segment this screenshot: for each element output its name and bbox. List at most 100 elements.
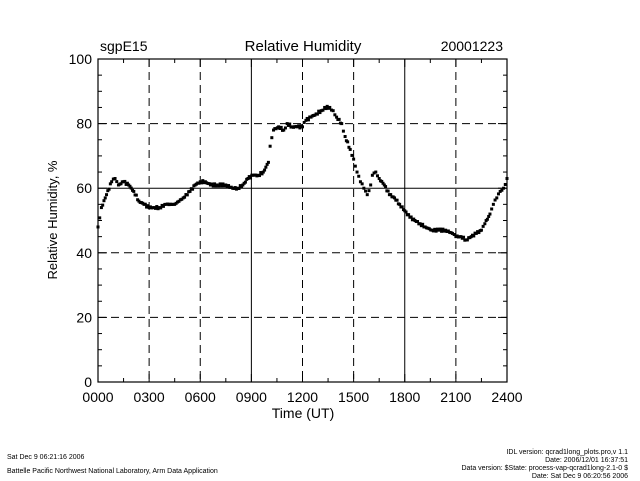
y-tick-label: 20 (76, 309, 92, 325)
data-layer (96, 104, 509, 242)
x-tick-label: 2100 (440, 389, 471, 405)
data-point (382, 183, 386, 187)
data-point (246, 177, 250, 181)
data-point (452, 233, 456, 237)
data-point (125, 181, 129, 185)
data-point (477, 231, 481, 235)
data-point (210, 182, 214, 186)
data-point (370, 173, 374, 177)
data-point (498, 189, 502, 193)
y-tick-label: 40 (76, 245, 92, 261)
data-point (304, 118, 308, 122)
data-point (155, 205, 159, 209)
data-point (265, 162, 269, 166)
data-point (362, 186, 366, 190)
y-tick-label: 60 (76, 180, 92, 196)
data-point (268, 144, 272, 148)
data-point (389, 193, 393, 197)
data-point (241, 183, 245, 187)
data-point (358, 180, 362, 184)
data-point (277, 125, 281, 129)
footer-idl-version: IDL version: qcrad1long_plots.pro,v 1.1 (506, 449, 628, 456)
data-point (325, 104, 329, 108)
data-point (103, 196, 107, 200)
data-point (119, 182, 123, 186)
data-point (364, 189, 368, 193)
y-tick-label: 100 (69, 51, 93, 67)
data-point (416, 220, 420, 224)
data-point (459, 235, 463, 239)
data-point (201, 179, 205, 183)
data-point (474, 231, 478, 235)
data-point (111, 177, 115, 181)
data-point (341, 129, 345, 133)
data-point (321, 108, 325, 112)
data-point (288, 122, 292, 126)
x-tick-label: 0300 (134, 389, 165, 405)
data-point (481, 224, 485, 228)
data-point (431, 229, 435, 233)
data-point (386, 189, 390, 193)
data-point (96, 225, 100, 229)
data-point (483, 222, 487, 226)
data-point (372, 171, 376, 175)
data-point (380, 179, 384, 183)
data-point (237, 187, 241, 191)
data-point (329, 108, 333, 112)
axes-layer: 0000 0300 0600 0900 1200 1500 1800 2100 2400 0 20 4… (69, 51, 523, 405)
footer-institution: Battelle Pacific Northwest National Labo… (7, 468, 218, 475)
data-point (200, 181, 204, 185)
data-point (324, 107, 328, 111)
data-point (221, 182, 225, 186)
data-point (240, 185, 244, 189)
data-point (491, 202, 495, 206)
data-point (143, 202, 147, 206)
data-point (266, 160, 270, 164)
data-point (331, 109, 335, 113)
data-point (257, 174, 261, 178)
data-point (146, 204, 150, 208)
data-point (450, 231, 454, 235)
data-point (110, 180, 114, 184)
data-point (367, 189, 371, 193)
data-point (191, 187, 195, 191)
data-point (115, 180, 119, 184)
data-point (264, 165, 268, 169)
y-tick-label: 0 (84, 374, 92, 390)
footer-data-date: Date: Sat Dec 9 06:20:56 2006 (531, 473, 628, 480)
data-point (350, 153, 354, 157)
data-point (381, 181, 385, 185)
data-point (352, 157, 356, 161)
data-point (298, 126, 302, 130)
x-tick-label: 0900 (236, 389, 267, 405)
data-point (440, 229, 444, 233)
data-point (318, 111, 322, 115)
data-point (328, 105, 332, 109)
data-point (479, 228, 483, 232)
data-point (270, 136, 274, 140)
data-point (333, 113, 337, 117)
data-point (319, 109, 323, 113)
chart-title: Relative Humidity (245, 38, 362, 55)
data-point (285, 122, 289, 126)
data-point (407, 213, 411, 217)
data-point (493, 198, 497, 202)
data-point (213, 182, 217, 186)
data-point (113, 177, 117, 181)
data-point (369, 183, 373, 187)
data-point (398, 202, 402, 206)
data-point (505, 177, 509, 181)
data-point (462, 235, 466, 239)
data-point (188, 189, 192, 193)
data-point (315, 112, 319, 116)
data-point (404, 210, 408, 214)
data-point (185, 193, 189, 197)
data-point (472, 234, 476, 238)
data-point (395, 198, 399, 202)
data-point (105, 193, 109, 197)
data-point (263, 168, 267, 172)
data-point (261, 170, 265, 174)
data-point (347, 145, 351, 149)
x-tick-label: 2400 (491, 389, 522, 405)
